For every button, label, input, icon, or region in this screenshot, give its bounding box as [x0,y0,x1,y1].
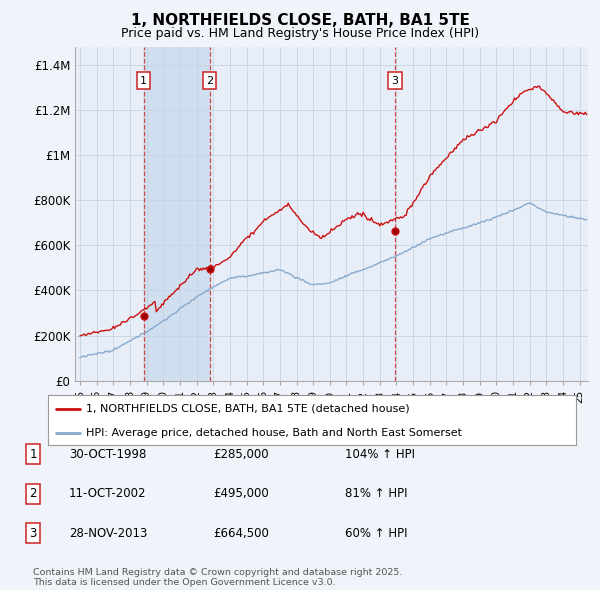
Text: 11-OCT-2002: 11-OCT-2002 [69,487,146,500]
Text: Price paid vs. HM Land Registry's House Price Index (HPI): Price paid vs. HM Land Registry's House … [121,27,479,40]
Text: 3: 3 [29,527,37,540]
Text: 1, NORTHFIELDS CLOSE, BATH, BA1 5TE: 1, NORTHFIELDS CLOSE, BATH, BA1 5TE [131,13,469,28]
Text: £495,000: £495,000 [213,487,269,500]
Text: 2: 2 [206,76,213,86]
Text: 28-NOV-2013: 28-NOV-2013 [69,527,148,540]
Text: 60% ↑ HPI: 60% ↑ HPI [345,527,407,540]
Text: 30-OCT-1998: 30-OCT-1998 [69,448,146,461]
Text: 1, NORTHFIELDS CLOSE, BATH, BA1 5TE (detached house): 1, NORTHFIELDS CLOSE, BATH, BA1 5TE (det… [86,404,410,414]
Text: Contains HM Land Registry data © Crown copyright and database right 2025.
This d: Contains HM Land Registry data © Crown c… [33,568,403,587]
Text: £285,000: £285,000 [213,448,269,461]
Text: 2: 2 [29,487,37,500]
Text: 104% ↑ HPI: 104% ↑ HPI [345,448,415,461]
Bar [144,47,209,381]
Text: £664,500: £664,500 [213,527,269,540]
Text: 1: 1 [140,76,147,86]
Text: 3: 3 [391,76,398,86]
Text: HPI: Average price, detached house, Bath and North East Somerset: HPI: Average price, detached house, Bath… [86,428,462,438]
Text: 1: 1 [29,448,37,461]
Text: 81% ↑ HPI: 81% ↑ HPI [345,487,407,500]
